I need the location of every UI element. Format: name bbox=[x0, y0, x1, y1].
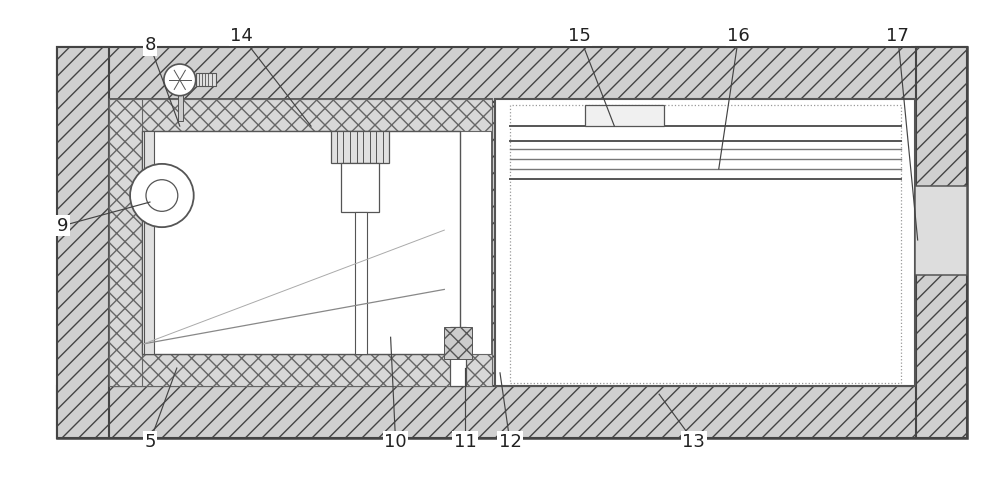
Bar bbox=[331, 131, 389, 163]
Bar bbox=[915, 186, 967, 275]
Circle shape bbox=[130, 164, 194, 227]
Circle shape bbox=[146, 180, 178, 211]
Bar bbox=[495, 99, 915, 386]
Bar bbox=[57, 47, 967, 438]
Bar bbox=[585, 105, 664, 126]
Circle shape bbox=[164, 64, 196, 96]
Text: 5: 5 bbox=[144, 432, 156, 451]
Text: 16: 16 bbox=[727, 27, 750, 45]
Bar bbox=[178, 80, 183, 121]
Text: 8: 8 bbox=[144, 36, 156, 54]
Bar bbox=[109, 354, 492, 386]
Text: 12: 12 bbox=[499, 432, 521, 451]
Bar bbox=[916, 47, 967, 438]
Text: 9: 9 bbox=[57, 217, 68, 235]
Text: 13: 13 bbox=[682, 432, 705, 451]
Text: 10: 10 bbox=[384, 432, 407, 451]
Text: 15: 15 bbox=[568, 27, 591, 45]
Bar bbox=[450, 327, 466, 386]
Text: 14: 14 bbox=[230, 27, 253, 45]
Text: 11: 11 bbox=[454, 432, 477, 451]
Bar bbox=[355, 212, 367, 354]
Bar bbox=[109, 99, 492, 131]
Bar bbox=[109, 99, 492, 386]
Bar bbox=[57, 47, 109, 438]
Bar bbox=[510, 105, 901, 384]
Bar bbox=[196, 73, 216, 86]
Text: 17: 17 bbox=[886, 27, 909, 45]
Bar bbox=[144, 131, 154, 354]
Bar bbox=[142, 131, 460, 354]
Bar bbox=[341, 163, 379, 212]
Bar bbox=[109, 99, 142, 386]
Bar bbox=[444, 327, 472, 359]
Bar bbox=[57, 47, 967, 102]
Bar bbox=[57, 386, 967, 438]
